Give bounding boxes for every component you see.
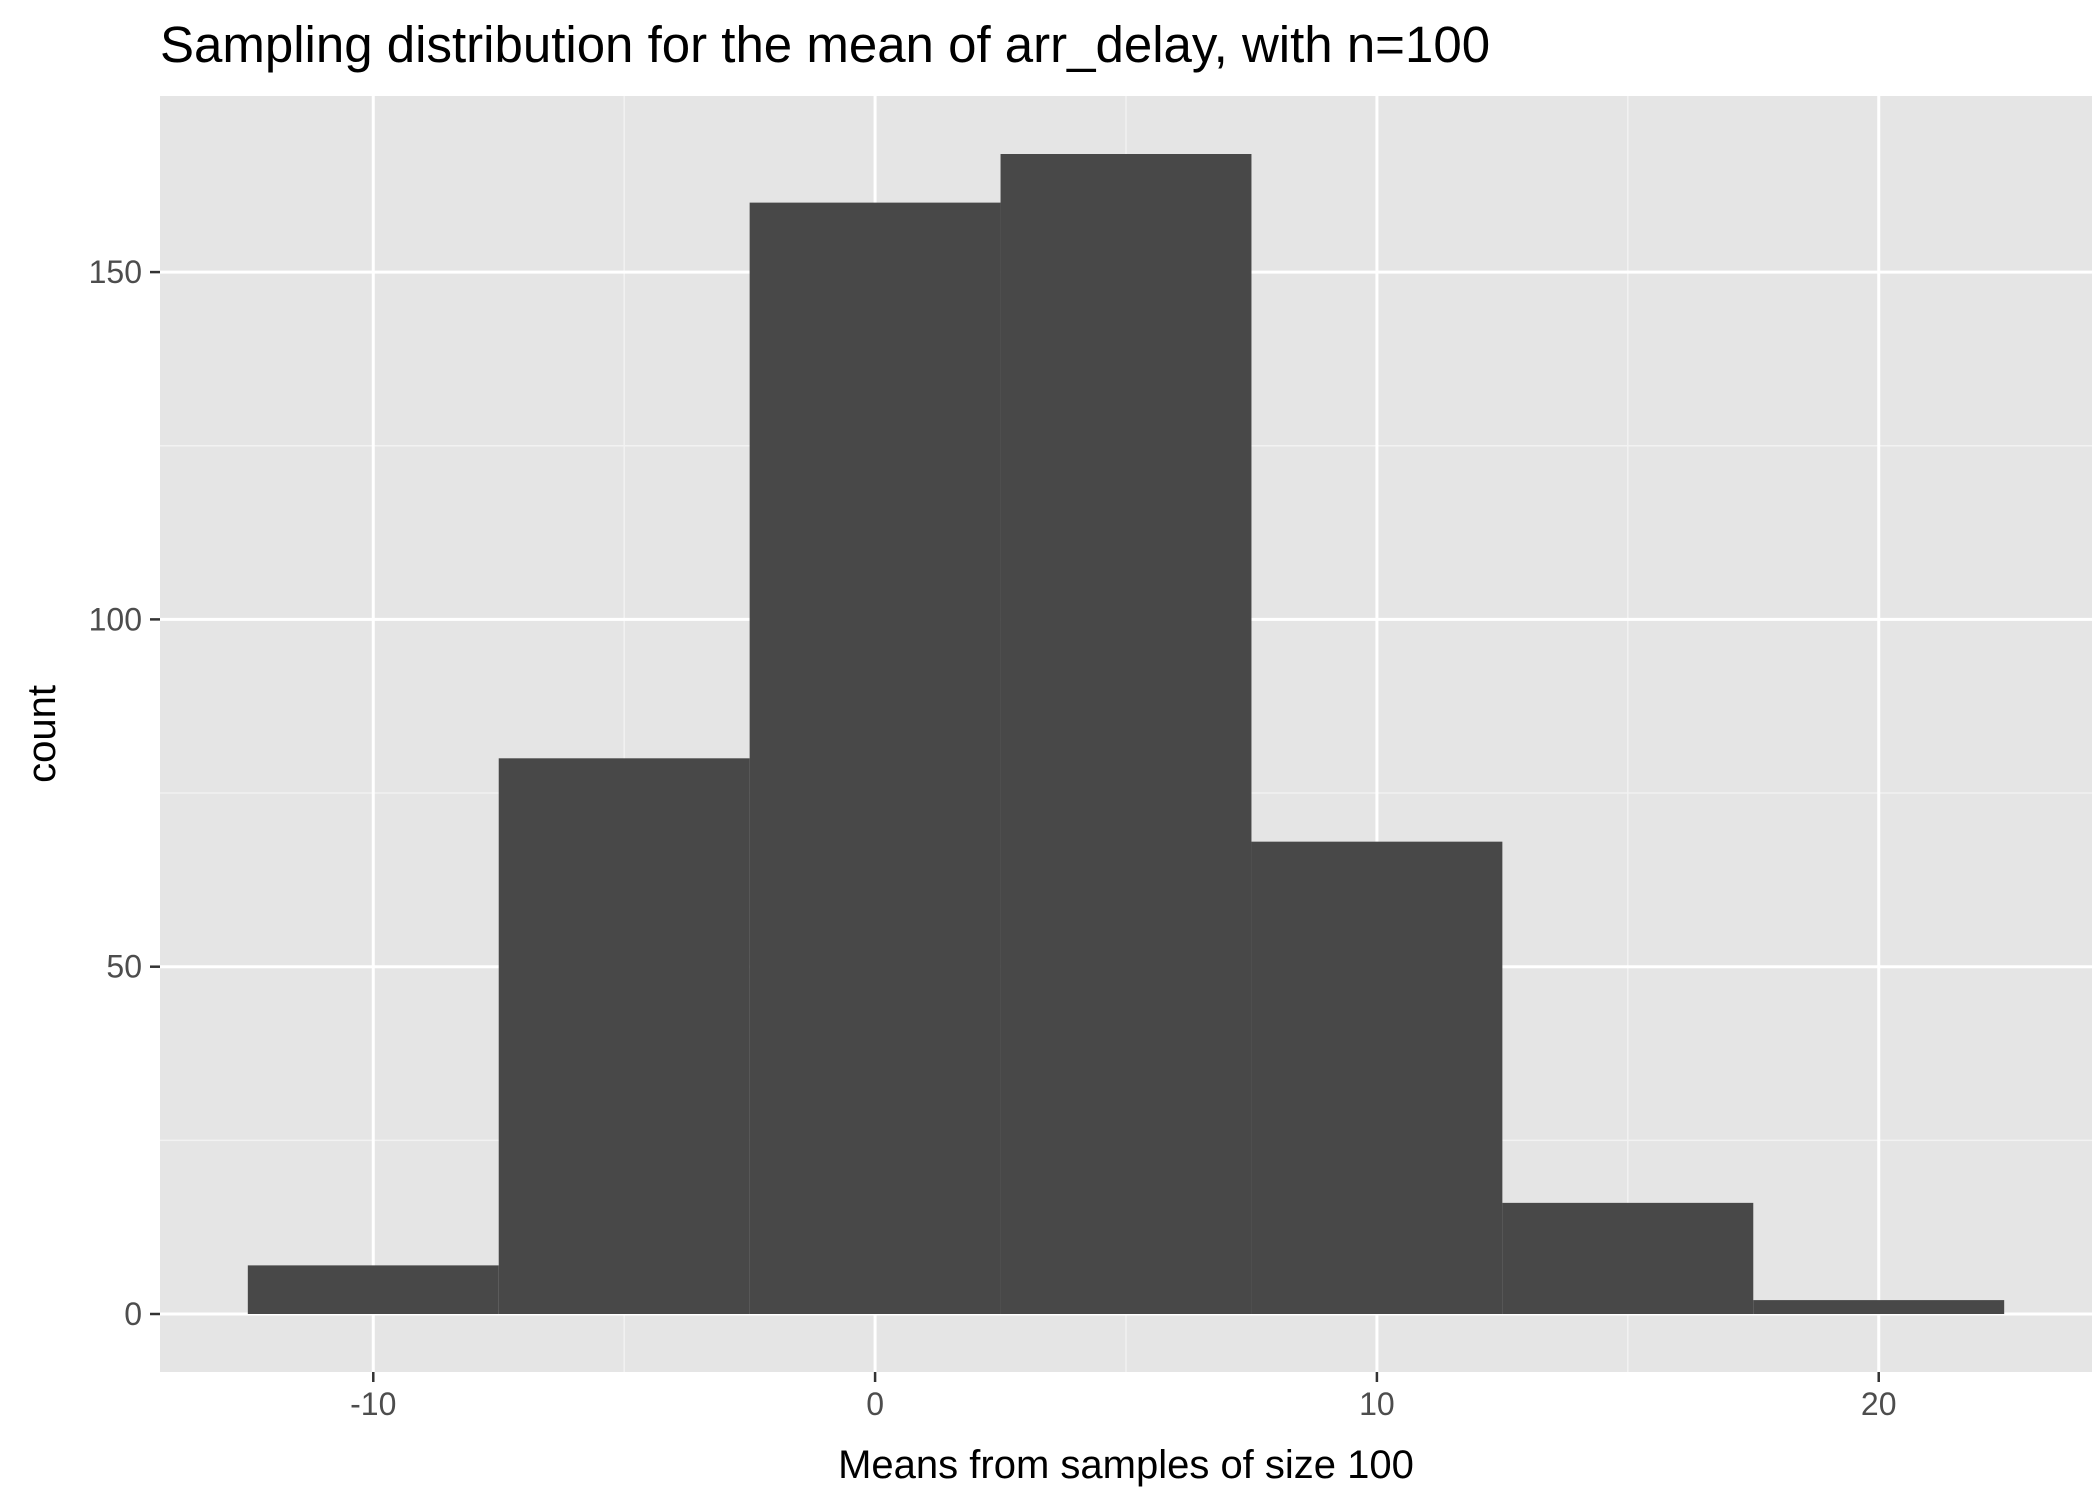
chart-title: Sampling distribution for the mean of ar… xyxy=(160,16,1490,73)
y-tick-label: 0 xyxy=(124,1296,142,1332)
y-axis-title: count xyxy=(20,685,64,783)
histogram-bars xyxy=(247,154,2005,1314)
histogram-bar xyxy=(1251,841,1503,1314)
x-tick-label: 0 xyxy=(866,1386,884,1422)
y-tick-label: 150 xyxy=(89,254,142,290)
x-tick-label: 10 xyxy=(1359,1386,1395,1422)
x-tick-label: 20 xyxy=(1861,1386,1897,1422)
histogram-bar xyxy=(1502,1202,1754,1314)
histogram-bar xyxy=(1000,154,1252,1314)
x-tick-label: -10 xyxy=(350,1386,396,1422)
histogram-bar xyxy=(1753,1300,2005,1314)
x-axis-title: Means from samples of size 100 xyxy=(838,1443,1414,1487)
y-tick-label: 100 xyxy=(89,601,142,637)
y-axis: 0 50 100 150 xyxy=(89,254,160,1332)
histogram-bar xyxy=(749,202,1001,1314)
x-axis: -10 0 10 20 xyxy=(350,1372,1897,1422)
histogram-bar xyxy=(247,1265,499,1314)
y-tick-label: 50 xyxy=(106,949,142,985)
histogram-bar xyxy=(498,758,750,1314)
